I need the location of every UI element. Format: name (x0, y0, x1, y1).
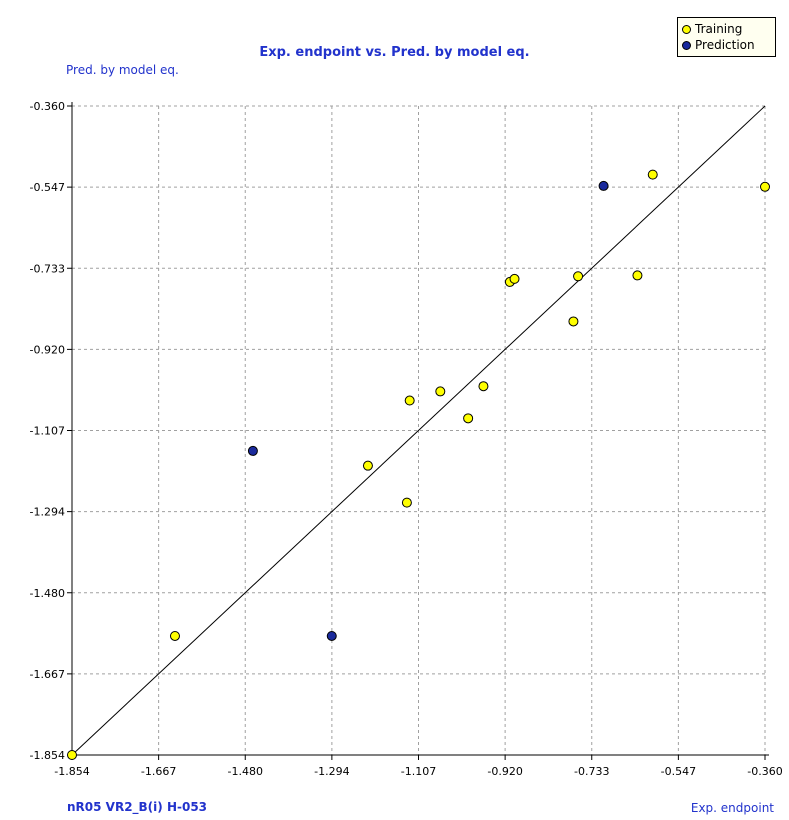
chart-title: Exp. endpoint vs. Pred. by model eq. (259, 45, 530, 60)
model-footer-label: nR05 VR2_B(i) H-053 (67, 800, 208, 814)
training-point (67, 750, 77, 760)
prediction-point (247, 445, 258, 456)
y-tick-label: -0.920 (30, 343, 65, 356)
prediction-point (326, 630, 337, 641)
training-point (568, 316, 579, 327)
prediction-point (598, 180, 609, 191)
y-axis-label: Pred. by model eq. (66, 63, 179, 77)
training-marker-icon (682, 24, 691, 34)
training-point (401, 497, 412, 508)
y-tick-label: -1.854 (30, 749, 65, 762)
legend-item-training: Training (682, 21, 771, 37)
legend-label-training: Training (695, 22, 743, 36)
x-tick-label: -0.360 (747, 765, 782, 778)
prediction-marker-icon (682, 40, 691, 50)
training-point (647, 169, 658, 180)
y-tick-label: -1.667 (30, 668, 65, 681)
x-tick-label: -1.480 (228, 765, 263, 778)
identity-line (71, 105, 766, 756)
x-tick-label: -1.107 (401, 765, 436, 778)
training-point (509, 273, 520, 284)
x-tick-label: -1.294 (314, 765, 349, 778)
y-tick-label: -1.107 (30, 425, 65, 438)
x-tick-label: -1.667 (141, 765, 176, 778)
training-point (463, 413, 474, 424)
x-tick-label: -0.920 (487, 765, 522, 778)
legend: Training Prediction (677, 17, 776, 57)
y-tick-label: -1.480 (30, 587, 65, 600)
legend-label-prediction: Prediction (695, 38, 755, 52)
training-point (169, 630, 180, 641)
x-tick-label: -1.854 (54, 765, 89, 778)
y-tick-label: -0.733 (30, 262, 65, 275)
training-point (760, 181, 770, 192)
y-tick-label: -0.547 (30, 181, 65, 194)
training-point (435, 386, 446, 397)
legend-item-prediction: Prediction (682, 37, 771, 53)
training-point (404, 395, 415, 406)
x-tick-label: -0.547 (661, 765, 696, 778)
training-point (632, 270, 643, 281)
training-point (478, 381, 489, 392)
training-point (573, 271, 584, 282)
y-tick-label: -1.294 (30, 506, 65, 519)
y-tick-label: -0.360 (30, 100, 65, 113)
training-point (362, 460, 373, 471)
x-axis-label: Exp. endpoint (690, 801, 774, 815)
x-tick-label: -0.733 (574, 765, 609, 778)
